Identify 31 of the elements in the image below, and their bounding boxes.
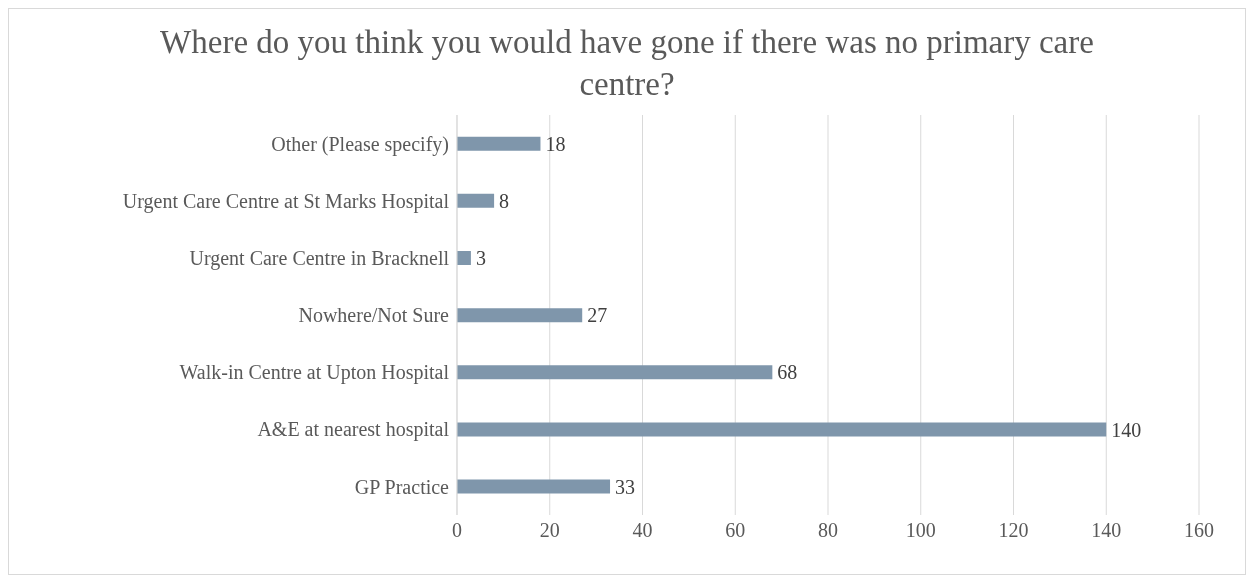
bar [457, 193, 495, 208]
x-tick-label: 120 [998, 519, 1029, 542]
data-label: 27 [587, 304, 608, 327]
x-tick-label: 80 [818, 519, 838, 542]
data-label: 8 [499, 189, 510, 212]
y-tick-label: Walk-in Centre at Upton Hospital [179, 361, 450, 385]
data-label: 3 [475, 247, 486, 270]
x-tick-label: 60 [725, 519, 746, 542]
y-tick-label: GP Practice [354, 475, 450, 498]
x-tick-label: 0 [452, 519, 462, 542]
y-tick-label: Other (Please specify) [271, 132, 449, 156]
x-tick-label: 100 [905, 519, 936, 542]
x-tick-label: 140 [1091, 519, 1122, 542]
bar [457, 136, 541, 151]
bar [457, 422, 1107, 437]
x-tick-label: 20 [539, 519, 560, 542]
data-label: 68 [777, 361, 798, 384]
bar [457, 308, 583, 323]
chart-title: Where do you think you would have gone if there was no primary care centre? [159, 23, 1095, 104]
data-label: 18 [545, 132, 566, 155]
y-tick-label: Urgent Care Centre at St Marks Hospital [122, 189, 450, 213]
y-tick-label: A&E at nearest hospital [257, 418, 450, 442]
bar [457, 365, 773, 380]
bar [457, 479, 611, 494]
y-tick-label: Urgent Care Centre in Bracknell [189, 246, 450, 270]
data-label: 33 [615, 475, 636, 498]
bar [457, 251, 471, 265]
x-tick-label: 40 [632, 519, 653, 542]
x-tick-label: 160 [1184, 519, 1214, 542]
data-label: 140 [1111, 418, 1142, 441]
y-tick-label: Nowhere/Not Sure [298, 304, 450, 327]
